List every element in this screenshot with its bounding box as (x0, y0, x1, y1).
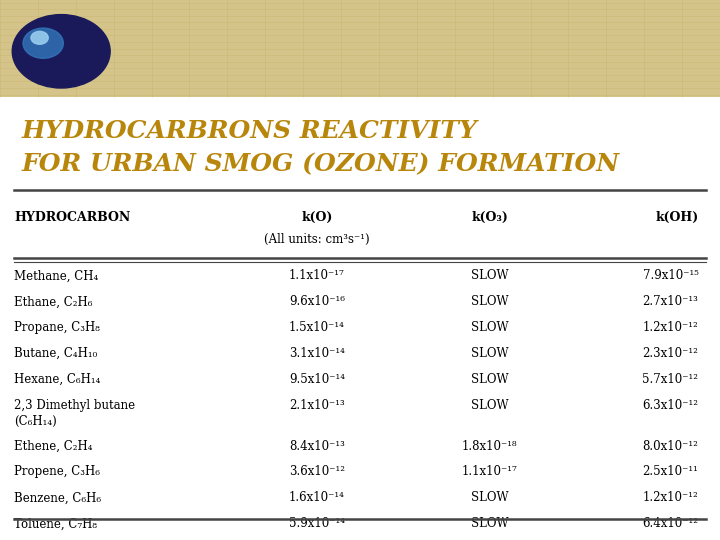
Text: 5.9x10⁻¹⁴: 5.9x10⁻¹⁴ (289, 517, 345, 530)
Text: 8.0x10⁻¹²: 8.0x10⁻¹² (642, 440, 698, 453)
Text: 3.6x10⁻¹²: 3.6x10⁻¹² (289, 465, 345, 478)
Text: SLOW: SLOW (471, 491, 508, 504)
Text: 5.7x10⁻¹²: 5.7x10⁻¹² (642, 373, 698, 386)
Text: 1.8x10⁻¹⁸: 1.8x10⁻¹⁸ (462, 440, 518, 453)
Text: 2.5x10⁻¹¹: 2.5x10⁻¹¹ (642, 465, 698, 478)
Text: Toluene, C₇H₈: Toluene, C₇H₈ (14, 517, 97, 530)
Text: k(O₃): k(O₃) (471, 211, 508, 224)
Text: Benzene, C₆H₆: Benzene, C₆H₆ (14, 491, 102, 504)
Text: 1.1x10⁻¹⁷: 1.1x10⁻¹⁷ (289, 269, 345, 282)
Text: Hexane, C₆H₁₄: Hexane, C₆H₁₄ (14, 373, 101, 386)
Text: HYDROCARBON: HYDROCARBON (14, 211, 130, 224)
Text: 1.5x10⁻¹⁴: 1.5x10⁻¹⁴ (289, 321, 345, 334)
Text: 1.1x10⁻¹⁷: 1.1x10⁻¹⁷ (462, 465, 518, 478)
Text: Methane, CH₄: Methane, CH₄ (14, 269, 99, 282)
Text: SLOW: SLOW (471, 517, 508, 530)
Text: SLOW: SLOW (471, 399, 508, 412)
Circle shape (12, 15, 110, 88)
Text: SLOW: SLOW (471, 347, 508, 360)
Text: SLOW: SLOW (471, 269, 508, 282)
Text: 7.9x10⁻¹⁵: 7.9x10⁻¹⁵ (642, 269, 698, 282)
Text: Ethene, C₂H₄: Ethene, C₂H₄ (14, 440, 93, 453)
Circle shape (23, 28, 63, 58)
Text: Butane, C₄H₁₀: Butane, C₄H₁₀ (14, 347, 98, 360)
Text: k(OH): k(OH) (655, 211, 698, 224)
Text: SLOW: SLOW (471, 295, 508, 308)
Text: HYDROCARBRONS REACTIVITY: HYDROCARBRONS REACTIVITY (22, 119, 477, 143)
Text: Propane, C₃H₈: Propane, C₃H₈ (14, 321, 100, 334)
Text: 8.4x10⁻¹³: 8.4x10⁻¹³ (289, 440, 345, 453)
Bar (0, 0, 720, 97)
Text: 9.6x10⁻¹⁶: 9.6x10⁻¹⁶ (289, 295, 345, 308)
Text: 1.2x10⁻¹²: 1.2x10⁻¹² (643, 321, 698, 334)
Text: 2.3x10⁻¹²: 2.3x10⁻¹² (642, 347, 698, 360)
Text: 3.1x10⁻¹⁴: 3.1x10⁻¹⁴ (289, 347, 345, 360)
Text: 1.6x10⁻¹⁴: 1.6x10⁻¹⁴ (289, 491, 345, 504)
Circle shape (31, 31, 48, 44)
Text: SLOW: SLOW (471, 321, 508, 334)
Text: FOR URBAN SMOG (OZONE) FORMATION: FOR URBAN SMOG (OZONE) FORMATION (22, 152, 620, 176)
Text: (All units: cm³s⁻¹): (All units: cm³s⁻¹) (264, 233, 369, 246)
Text: 6.4x10⁻¹²: 6.4x10⁻¹² (642, 517, 698, 530)
Text: Ethane, C₂H₆: Ethane, C₂H₆ (14, 295, 93, 308)
Text: 1.2x10⁻¹²: 1.2x10⁻¹² (643, 491, 698, 504)
Text: k(O): k(O) (301, 211, 333, 224)
Text: 2.7x10⁻¹³: 2.7x10⁻¹³ (642, 295, 698, 308)
Text: 6.3x10⁻¹²: 6.3x10⁻¹² (642, 399, 698, 412)
Text: Propene, C₃H₆: Propene, C₃H₆ (14, 465, 100, 478)
Text: 2,3 Dimethyl butane
(C₆H₁₄): 2,3 Dimethyl butane (C₆H₁₄) (14, 399, 135, 428)
Text: SLOW: SLOW (471, 373, 508, 386)
Text: 9.5x10⁻¹⁴: 9.5x10⁻¹⁴ (289, 373, 345, 386)
Text: 2.1x10⁻¹³: 2.1x10⁻¹³ (289, 399, 345, 412)
